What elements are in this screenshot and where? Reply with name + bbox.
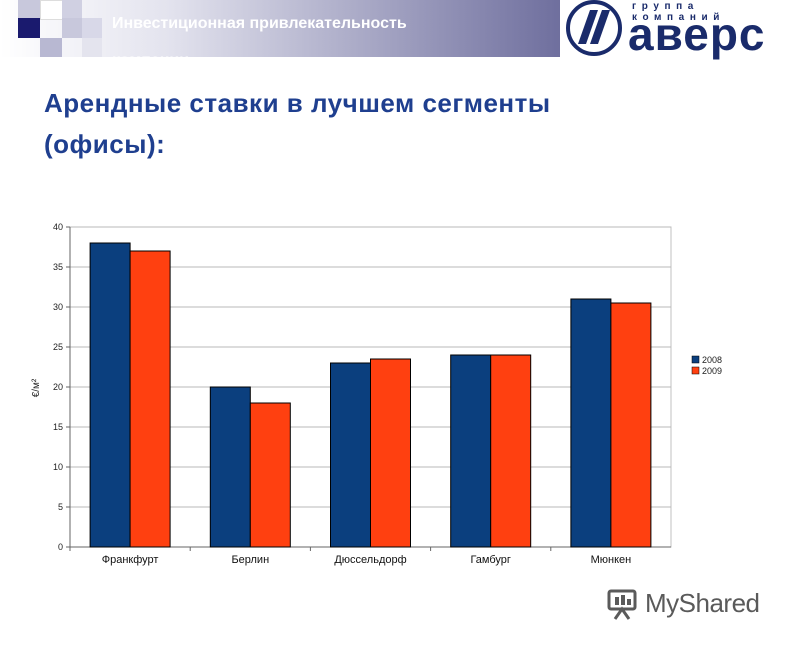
slide-title: Арендные ставки в лучшем сегменты (офисы… xyxy=(44,88,551,159)
y-tick-label: 25 xyxy=(53,342,63,352)
myshared-logo-icon xyxy=(607,589,637,620)
logo-tagline: группа компаний xyxy=(632,1,725,23)
legend-swatch-2009 xyxy=(691,366,700,375)
bar-2008 xyxy=(570,298,612,548)
y-tick-label: 40 xyxy=(53,222,63,232)
company-logo xyxy=(560,0,800,57)
x-tick-label: Франкфурт xyxy=(102,554,159,566)
y-tick-label: 0 xyxy=(58,542,63,552)
myshared-watermark: MyShared xyxy=(645,588,760,618)
y-tick-label: 20 xyxy=(53,382,63,392)
y-tick-label: 30 xyxy=(53,302,63,312)
bar-2009 xyxy=(370,358,411,548)
y-tick-label: 35 xyxy=(53,262,63,272)
x-tick-label: Дюссельдорф xyxy=(334,554,406,566)
decor-square xyxy=(62,0,82,18)
decor-square xyxy=(40,38,62,57)
bar-2008 xyxy=(330,362,371,548)
legend-label: 2008 xyxy=(702,355,722,365)
bar-2009 xyxy=(610,302,652,548)
bar-2009 xyxy=(129,250,171,548)
x-tick-label: Гамбург xyxy=(470,554,510,566)
decor-square xyxy=(82,18,102,38)
legend-swatch-2008 xyxy=(691,355,700,364)
y-axis-label: €/м² xyxy=(31,378,42,397)
y-tick-label: 10 xyxy=(53,462,63,472)
bar-2009 xyxy=(490,354,532,548)
decor-square xyxy=(18,18,40,38)
logo-wordmark: аверс xyxy=(628,8,766,60)
bar-2008 xyxy=(450,354,492,548)
header-title: Инвестиционная привлекательность компани… xyxy=(112,15,407,69)
legend-label: 2009 xyxy=(702,366,722,376)
x-tick-label: Мюнкен xyxy=(591,554,632,566)
decor-square xyxy=(82,38,102,57)
bar-2008 xyxy=(89,242,131,548)
logo-emblem-icon xyxy=(566,0,622,56)
chart-frame: 0 5 10 15 20 25 30 35 40 €/м² Франкфурт Берлин Дюссе… xyxy=(25,213,749,575)
decor-square xyxy=(18,0,40,18)
y-tick-label: 5 xyxy=(58,502,63,512)
decor-square xyxy=(40,0,64,20)
bar-2008 xyxy=(209,386,251,548)
decor-square xyxy=(62,18,82,38)
bar-chart: 0 5 10 15 20 25 30 35 40 €/м² Франкфурт Берлин Дюссе… xyxy=(31,222,722,566)
bar-2009 xyxy=(249,402,291,548)
x-tick-label: Берлин xyxy=(231,554,269,566)
y-tick-label: 15 xyxy=(53,422,63,432)
